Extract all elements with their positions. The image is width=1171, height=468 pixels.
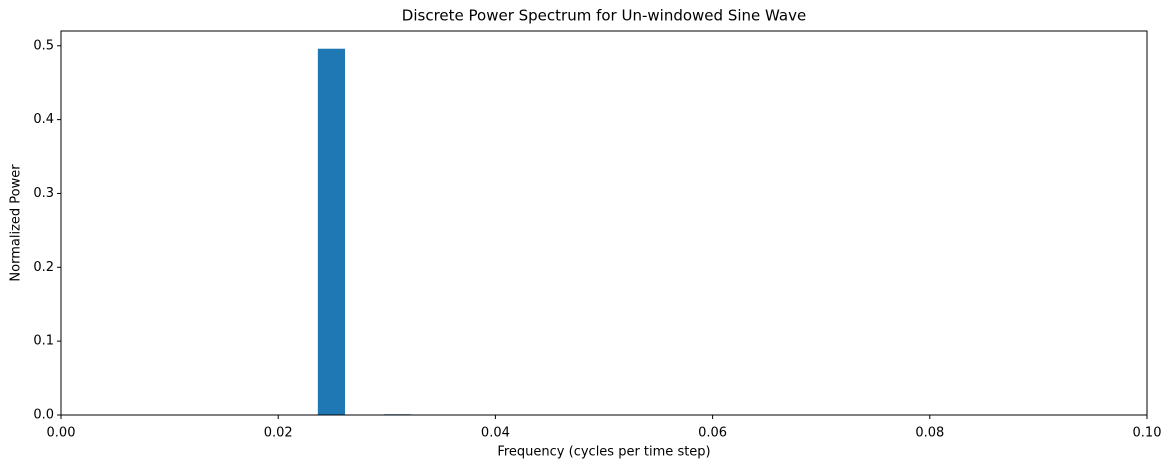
x-tick-label: 0.00 (47, 426, 76, 441)
x-tick-label: 0.08 (915, 426, 944, 441)
y-tick-label: 0.0 (33, 408, 54, 423)
chart-title: Discrete Power Spectrum for Un-windowed … (402, 7, 806, 25)
x-tick-label: 0.02 (264, 426, 293, 441)
y-tick-label: 0.5 (33, 38, 54, 53)
bar (317, 48, 345, 415)
y-tick-label: 0.2 (33, 260, 54, 275)
y-axis-label: Normalized Power (9, 164, 24, 282)
y-tick-label: 0.1 (33, 334, 54, 349)
x-tick-label: 0.04 (481, 426, 510, 441)
x-axis-label: Frequency (cycles per time step) (497, 445, 710, 460)
x-tick-label: 0.06 (698, 426, 727, 441)
y-tick-label: 0.4 (33, 112, 54, 127)
x-tick-label: 0.10 (1133, 426, 1162, 441)
plot-frame (60, 30, 1148, 416)
y-tick-label: 0.3 (33, 186, 54, 201)
